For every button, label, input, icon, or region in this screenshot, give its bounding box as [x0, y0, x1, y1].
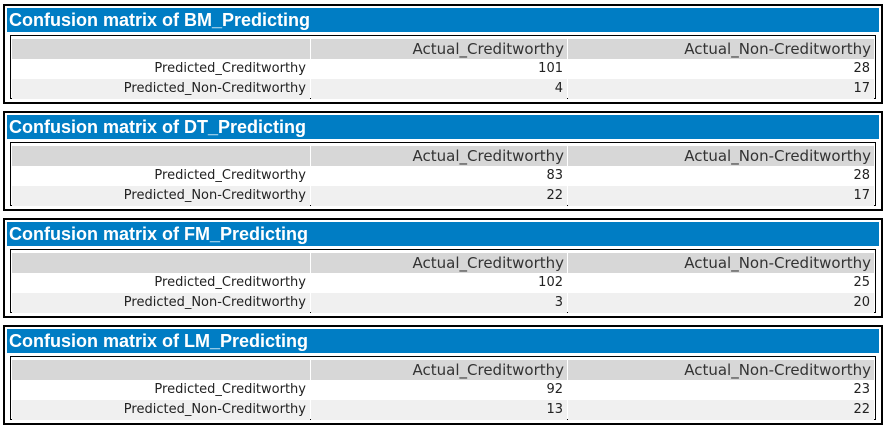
column-header-actual-creditworthy: Actual_Creditworthy	[311, 253, 567, 273]
column-header-actual-creditworthy: Actual_Creditworthy	[311, 39, 567, 59]
confusion-matrix-panel-dt: Confusion matrix of DT_Predicting Actual…	[3, 111, 883, 211]
confusion-matrix-table: Actual_Creditworthy Actual_Non-Creditwor…	[10, 35, 876, 99]
row-label-predicted-non-creditworthy: Predicted_Non-Creditworthy	[12, 186, 310, 206]
panel-title: Confusion matrix of FM_Predicting	[7, 222, 879, 246]
header-corner-cell	[12, 253, 310, 273]
matrix-cell: 22	[568, 400, 874, 420]
confusion-matrix-panel-fm: Confusion matrix of FM_Predicting Actual…	[3, 218, 883, 318]
column-header-actual-non-creditworthy: Actual_Non-Creditworthy	[568, 253, 874, 273]
confusion-matrix-table: Actual_Creditworthy Actual_Non-Creditwor…	[10, 142, 876, 206]
confusion-matrix-panel-bm: Confusion matrix of BM_Predicting Actual…	[3, 4, 883, 104]
row-label-predicted-non-creditworthy: Predicted_Non-Creditworthy	[12, 79, 310, 99]
column-header-actual-non-creditworthy: Actual_Non-Creditworthy	[568, 146, 874, 166]
matrix-cell: 17	[568, 186, 874, 206]
header-corner-cell	[12, 360, 310, 380]
panel-title: Confusion matrix of BM_Predicting	[7, 8, 879, 32]
row-label-predicted-creditworthy: Predicted_Creditworthy	[12, 380, 310, 400]
column-header-actual-non-creditworthy: Actual_Non-Creditworthy	[568, 39, 874, 59]
matrix-cell: 28	[568, 59, 874, 79]
panel-title: Confusion matrix of DT_Predicting	[7, 115, 879, 139]
confusion-matrix-table: Actual_Creditworthy Actual_Non-Creditwor…	[10, 249, 876, 313]
matrix-cell: 13	[311, 400, 567, 420]
column-header-actual-creditworthy: Actual_Creditworthy	[311, 360, 567, 380]
row-label-predicted-non-creditworthy: Predicted_Non-Creditworthy	[12, 293, 310, 313]
matrix-cell: 28	[568, 166, 874, 186]
row-label-predicted-creditworthy: Predicted_Creditworthy	[12, 166, 310, 186]
header-corner-cell	[12, 146, 310, 166]
confusion-matrix-panel-lm: Confusion matrix of LM_Predicting Actual…	[3, 325, 883, 425]
matrix-cell: 17	[568, 79, 874, 99]
row-label-predicted-creditworthy: Predicted_Creditworthy	[12, 59, 310, 79]
matrix-cell: 102	[311, 273, 567, 293]
column-header-actual-creditworthy: Actual_Creditworthy	[311, 146, 567, 166]
row-label-predicted-non-creditworthy: Predicted_Non-Creditworthy	[12, 400, 310, 420]
matrix-cell: 92	[311, 380, 567, 400]
matrix-cell: 23	[568, 380, 874, 400]
matrix-cell: 3	[311, 293, 567, 313]
confusion-matrix-table: Actual_Creditworthy Actual_Non-Creditwor…	[10, 356, 876, 420]
column-header-actual-non-creditworthy: Actual_Non-Creditworthy	[568, 360, 874, 380]
header-corner-cell	[12, 39, 310, 59]
matrix-cell: 101	[311, 59, 567, 79]
matrix-cell: 22	[311, 186, 567, 206]
row-label-predicted-creditworthy: Predicted_Creditworthy	[12, 273, 310, 293]
matrix-cell: 25	[568, 273, 874, 293]
matrix-cell: 20	[568, 293, 874, 313]
panel-title: Confusion matrix of LM_Predicting	[7, 329, 879, 353]
matrix-cell: 4	[311, 79, 567, 99]
matrix-cell: 83	[311, 166, 567, 186]
